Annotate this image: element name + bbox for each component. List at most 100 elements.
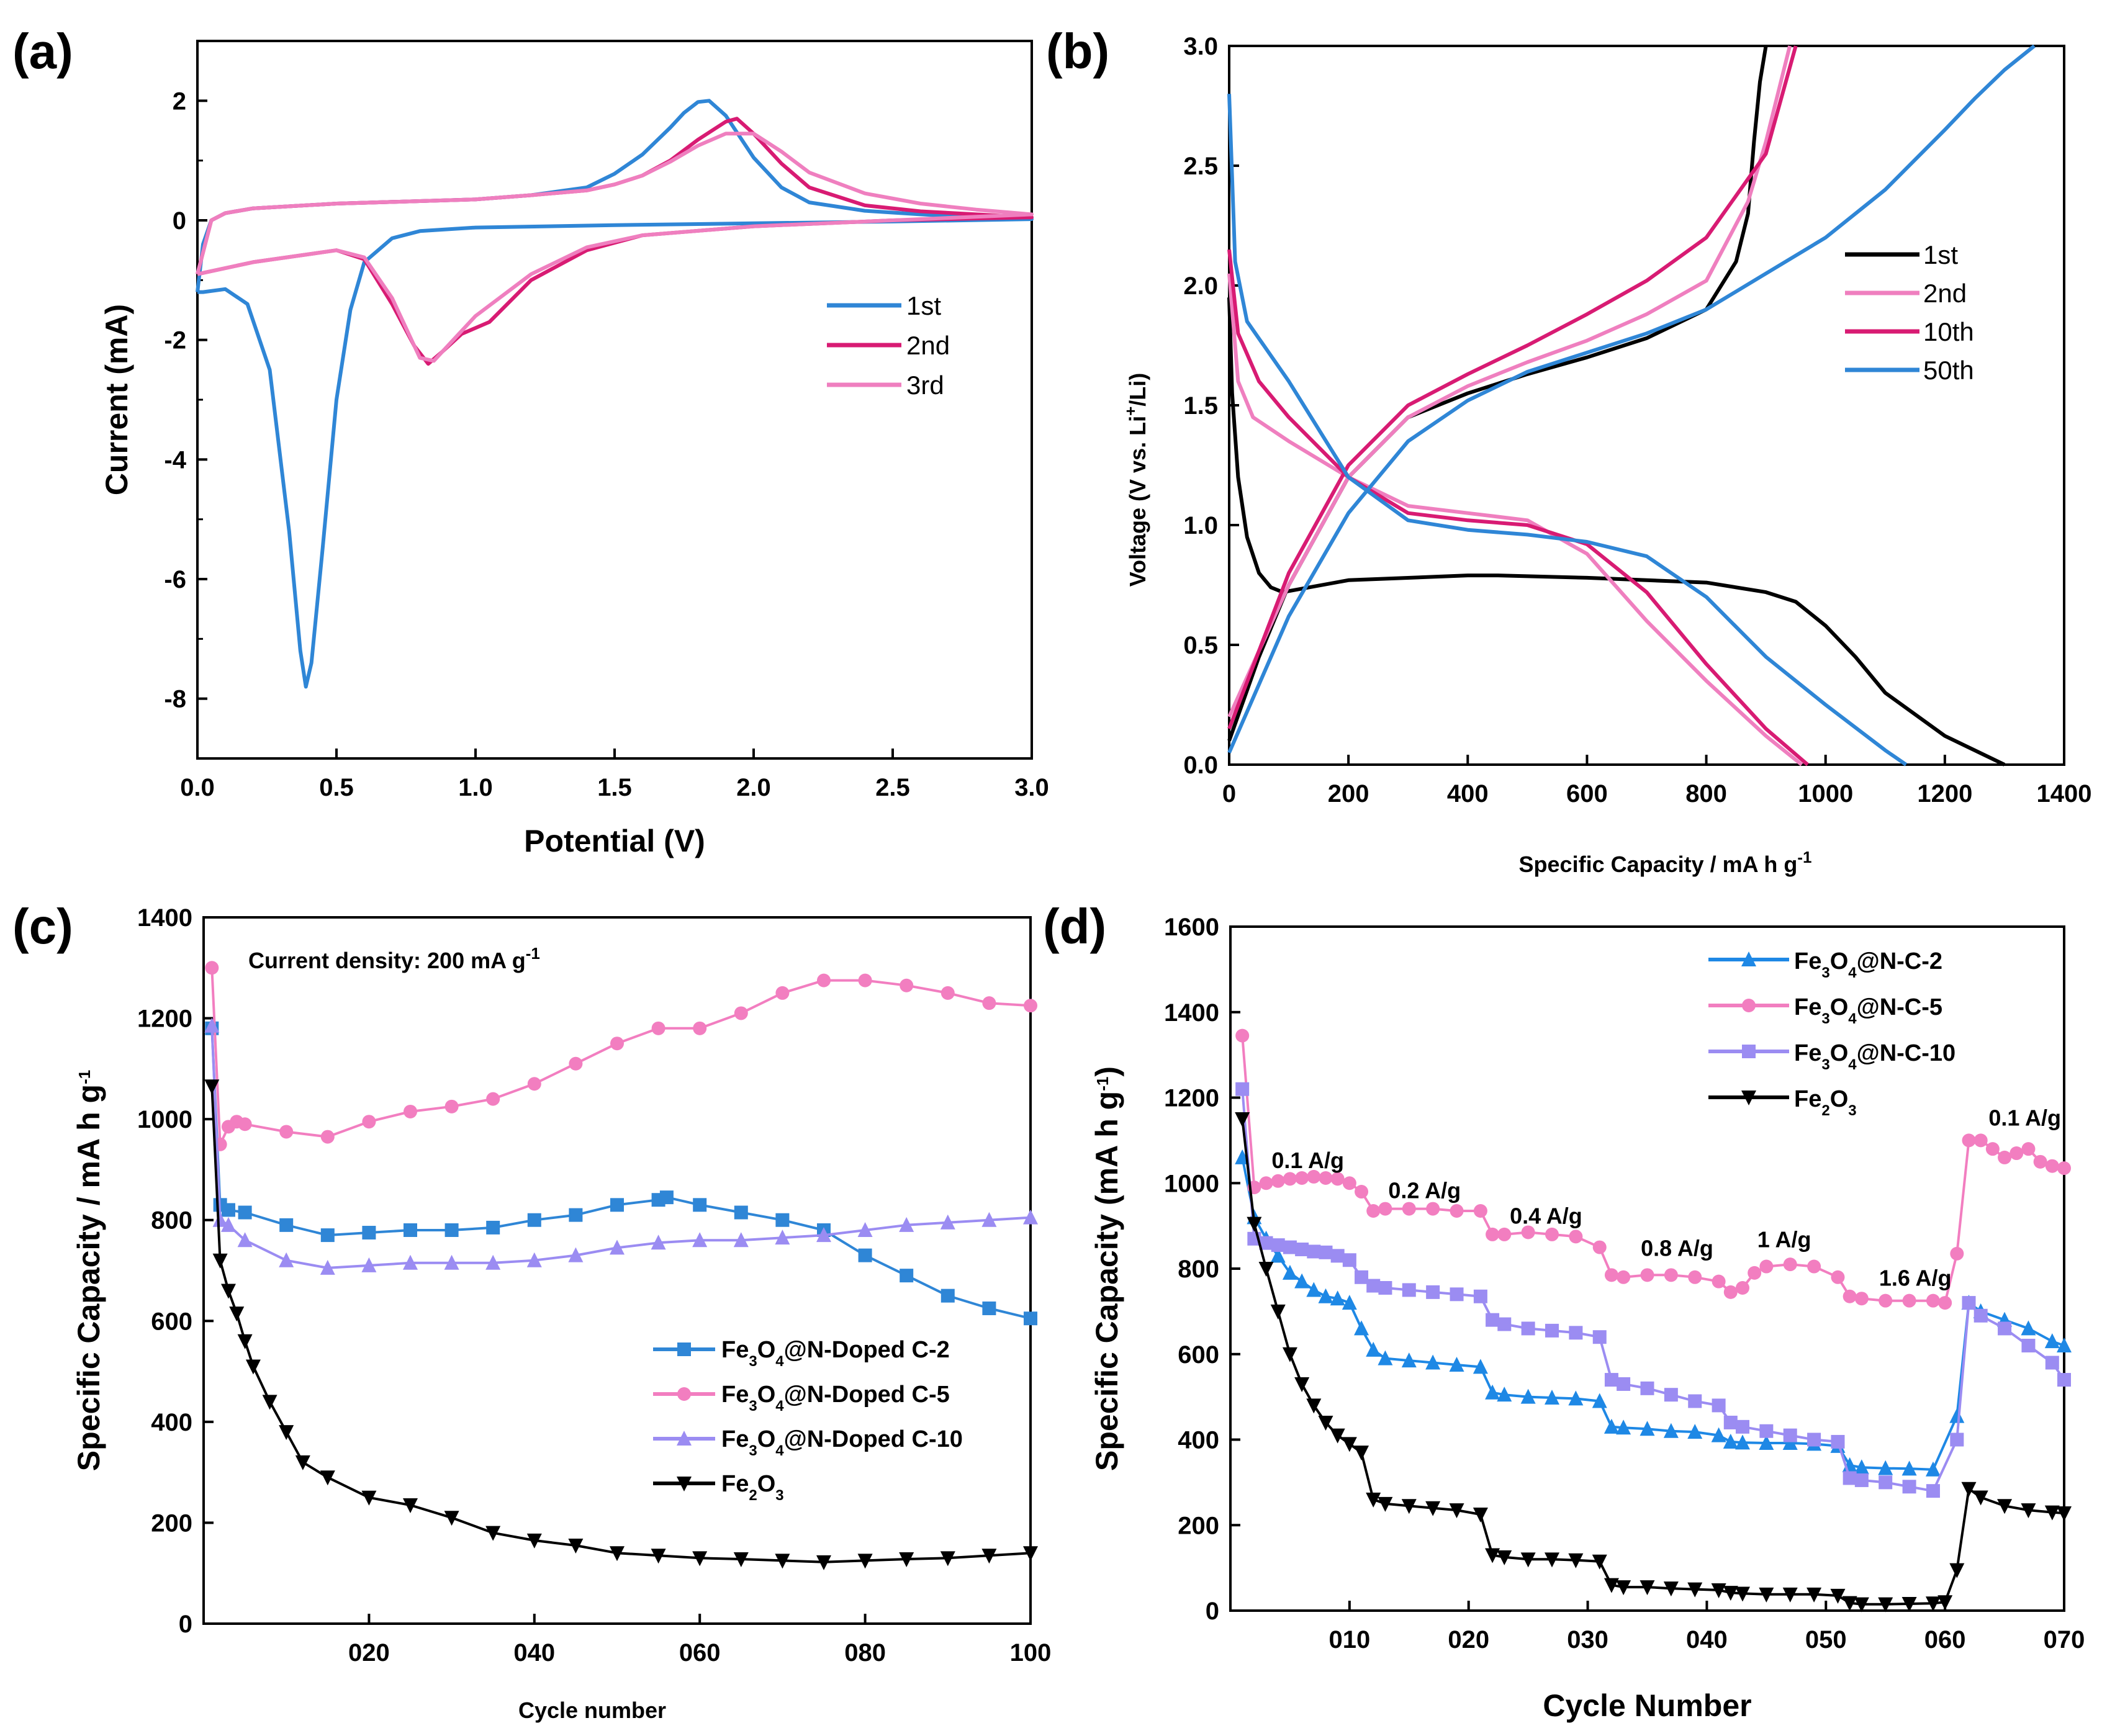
panel-b-xtick-label: 400 [1447,780,1489,807]
panel-d-point [1330,1249,1345,1263]
panel-c-point [220,1217,236,1232]
panel-d-point [1545,1323,1559,1338]
panel-d-point [1271,1174,1285,1188]
panel-d-point [1282,1264,1297,1280]
panel-c-point [900,978,914,992]
panel-c-point [279,1125,294,1139]
panel-c-legend-marker [677,1431,692,1446]
panel-d-point [2057,1373,2071,1387]
panel-d-point [1604,1373,1618,1387]
panel-d-point [1688,1270,1702,1284]
panel-c-point [817,973,831,987]
panel-c-point [900,1269,914,1283]
panel-d-point [1843,1289,1857,1303]
panel-c-point [775,1213,790,1227]
panel-a-label: (a) [12,24,73,79]
panel-d-rate-label: 0.4 A/g [1510,1203,1582,1229]
panel-b-xtick-label: 0 [1222,780,1236,807]
panel-d-point [1807,1432,1821,1447]
panel-d-point [1854,1459,1869,1475]
panel-c-point [659,1190,674,1205]
panel-a-ylabel: Current (mA) [99,304,134,495]
panel-c-ylabel: Specific Capacity / mA h g-1 [71,1070,106,1471]
panel-d-point [1342,1176,1356,1190]
panel-d-point [1723,1285,1738,1299]
panel-c-point [279,1252,294,1267]
panel-d-point [1712,1274,1726,1289]
panel-d: (d) 010 020 030 040 050 060 070 0 200 400 600 800 10… [1043,899,2085,1723]
panel-c-point [527,1213,541,1227]
panel-c-ytick-label: 400 [151,1409,192,1436]
panel-d-ytick-label: 200 [1178,1512,1219,1539]
panel-b-legend-label: 2nd [1923,279,1967,308]
panel-d-point [1902,1480,1916,1494]
panel-c-point [320,1228,335,1243]
panel-d-point [1294,1377,1310,1392]
panel-c-point [279,1218,294,1232]
panel-d-point [1759,1587,1774,1603]
panel-b-xtick-label: 600 [1566,780,1608,807]
panel-d-point [1592,1393,1607,1408]
panel-d-point [1283,1240,1297,1254]
panel-d-point [1449,1503,1464,1519]
panel-d-point [1759,1259,1774,1274]
panel-d-point [1878,1597,1893,1612]
panel-d-point [1295,1171,1309,1185]
panel-d-point [1426,1285,1440,1299]
panel-d-point [1270,1304,1286,1320]
panel-d-point [1366,1492,1381,1508]
panel-c-legend-marker [677,1387,691,1401]
panel-d-point [1711,1583,1726,1598]
panel-d-point [1545,1390,1560,1405]
panel-d-point [1318,1288,1333,1303]
panel-c-point [204,1079,220,1095]
panel-d-point [1378,1280,1392,1295]
panel-b-ylabel: Voltage (V vs. Li+/Li) [1121,373,1150,587]
panel-c-ytick-label: 1400 [137,904,192,932]
panel-d-point [1925,1596,1941,1612]
panel-d-point [1938,1296,1952,1310]
panel-d-rate-label: 0.2 A/g [1388,1177,1461,1203]
panel-c-point [692,1232,708,1248]
panel-d-point [1997,1499,2013,1514]
panel-d-point [2044,1333,2060,1349]
panel-b-discharge-50th [1227,94,1908,767]
panel-c-point [1023,1546,1038,1562]
panel-d-point [1473,1508,1488,1523]
panel-c-series-line [210,1028,1031,1320]
panel-a-ytick-label: 0 [173,207,186,235]
panel-d-point [1688,1394,1702,1408]
panel-d-point [1998,1150,2012,1164]
panel-d-point [1307,1244,1321,1259]
panel-d-point [1735,1280,1749,1295]
panel-c-frame [202,916,1032,1625]
panel-a-xtick-label: 1.0 [458,774,493,801]
panel-d-point [1521,1321,1535,1336]
panel-d-ytick-label: 600 [1178,1341,1219,1369]
panel-c-point [403,1498,418,1513]
panel-a-xtick-label: 1.5 [597,774,632,801]
panel-b-discharge-1st [1227,297,2006,767]
panel-d-point [1497,1317,1512,1331]
panel-d-point [1961,1482,1977,1497]
panel-d-point [1355,1270,1369,1284]
panel-d-point [1319,1171,1333,1185]
panel-d-point [1520,1388,1536,1404]
panel-d-point [1295,1243,1309,1257]
panel-c-point [526,1533,542,1549]
panel-d-point [1366,1341,1381,1357]
panel-c-point [569,1056,583,1071]
panel-d-point [1878,1460,1893,1475]
panel-b-xtick-label: 1400 [2037,780,2092,807]
panel-c-point [693,1198,707,1212]
panel-d-xtick-label: 060 [1924,1626,1966,1653]
panel-d-point [2045,1356,2059,1370]
panel-d-point [1831,1270,1845,1284]
panel-d-legend-label: Fe2O3 [1794,1086,1857,1119]
panel-d-point [1473,1359,1488,1374]
panel-c-point [982,1301,996,1315]
panel-c-point [204,1017,220,1033]
panel-d-legend-label: Fe3O4@N-C-10 [1794,1040,1955,1073]
panel-b-ytick-label: 1.5 [1183,392,1218,420]
panel-d-point [1569,1230,1583,1244]
